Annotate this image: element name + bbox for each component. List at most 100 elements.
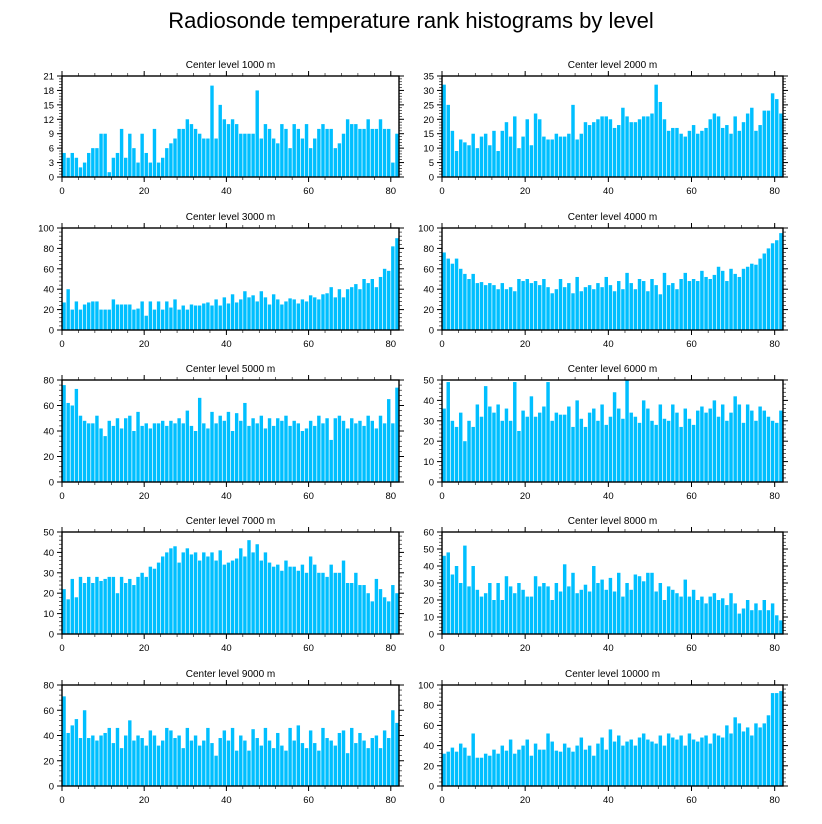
bar xyxy=(91,148,95,177)
bar xyxy=(152,309,157,330)
bar xyxy=(471,733,475,786)
bar xyxy=(471,273,475,330)
panel-9: Center level 9000 m 0 20 40 60 80 0 20 40 60 80 xyxy=(43,669,404,806)
bar xyxy=(210,85,214,177)
bar xyxy=(132,148,136,177)
y-tick-label: 21 xyxy=(43,72,54,83)
bar xyxy=(725,125,729,177)
bar xyxy=(654,285,658,330)
bar xyxy=(345,583,350,634)
bar xyxy=(304,124,309,177)
bar xyxy=(107,727,111,786)
x-tick-label: 60 xyxy=(686,339,697,350)
bar xyxy=(596,743,600,786)
bar xyxy=(243,291,247,330)
bar xyxy=(479,136,484,177)
bar xyxy=(587,745,592,786)
y-tick-label: 20 xyxy=(43,452,54,463)
bar xyxy=(337,572,342,634)
bar xyxy=(247,133,251,177)
bar xyxy=(662,745,667,786)
bar xyxy=(617,125,621,177)
bar xyxy=(263,428,268,482)
bar xyxy=(704,735,708,786)
x-tick-label: 60 xyxy=(303,186,314,197)
bar xyxy=(446,751,450,786)
bar xyxy=(296,423,301,482)
bar xyxy=(679,279,683,330)
y-tick-label: 60 xyxy=(423,721,434,732)
bar xyxy=(571,426,575,482)
bar xyxy=(247,297,251,330)
y-tick-label: 30 xyxy=(423,416,434,427)
plot-frame xyxy=(441,227,784,331)
x-tick-label: 80 xyxy=(385,491,396,502)
bar xyxy=(128,720,132,786)
bar xyxy=(234,750,239,786)
x-tick-label: 20 xyxy=(520,491,531,502)
bar xyxy=(658,294,663,330)
bar xyxy=(140,572,144,634)
bar xyxy=(575,593,579,634)
bar xyxy=(513,116,517,177)
bar xyxy=(218,415,222,482)
bar xyxy=(107,420,111,482)
bar xyxy=(500,600,505,634)
bar xyxy=(592,408,596,482)
bar xyxy=(218,104,222,177)
bar xyxy=(779,410,783,482)
bar xyxy=(226,740,231,786)
bar xyxy=(358,585,362,634)
bar xyxy=(251,729,255,786)
plot-frame xyxy=(441,75,784,178)
bar xyxy=(704,603,708,634)
bar xyxy=(554,412,559,482)
bar xyxy=(488,145,492,177)
bar xyxy=(712,733,717,786)
bar xyxy=(596,119,600,177)
bar xyxy=(720,737,725,786)
bar xyxy=(87,152,91,177)
bar xyxy=(483,593,488,634)
bar xyxy=(646,572,650,634)
bar xyxy=(234,413,239,482)
bar xyxy=(370,601,374,634)
bar xyxy=(370,279,374,330)
bar xyxy=(737,613,742,634)
bar xyxy=(446,552,450,634)
bar xyxy=(458,583,463,634)
bar xyxy=(329,564,333,634)
bar xyxy=(66,732,70,786)
bar xyxy=(300,299,305,330)
bar xyxy=(513,593,517,634)
bar xyxy=(288,425,292,482)
bar xyxy=(362,740,366,786)
bar xyxy=(345,119,350,177)
bar xyxy=(450,574,455,634)
y-tick-label: 20 xyxy=(43,756,54,767)
bar xyxy=(354,743,358,786)
x-tick-label: 20 xyxy=(139,491,150,502)
bar xyxy=(140,301,144,330)
bar xyxy=(475,148,480,177)
bar xyxy=(542,749,546,786)
bar xyxy=(483,753,488,786)
bar xyxy=(741,268,746,330)
x-tick-label: 40 xyxy=(603,186,614,197)
panel-3: Center level 3000 m 0 20 40 60 80 100 0 20 40 60 80 xyxy=(38,212,404,350)
bar xyxy=(621,596,625,634)
bar xyxy=(132,585,136,634)
bar xyxy=(193,552,198,634)
panel-10: Center level 10000 m 0 20 40 60 80 100 0 20 40 60 8… xyxy=(418,669,788,806)
bar xyxy=(621,107,625,177)
bar xyxy=(222,420,227,482)
x-tick-label: 20 xyxy=(520,643,531,654)
bar xyxy=(554,133,559,177)
bar xyxy=(467,145,471,177)
bar xyxy=(292,299,296,330)
bar xyxy=(313,297,317,330)
bar xyxy=(91,583,95,634)
bar xyxy=(177,309,181,330)
bar xyxy=(554,583,559,634)
y-tick-label: 30 xyxy=(423,579,434,590)
